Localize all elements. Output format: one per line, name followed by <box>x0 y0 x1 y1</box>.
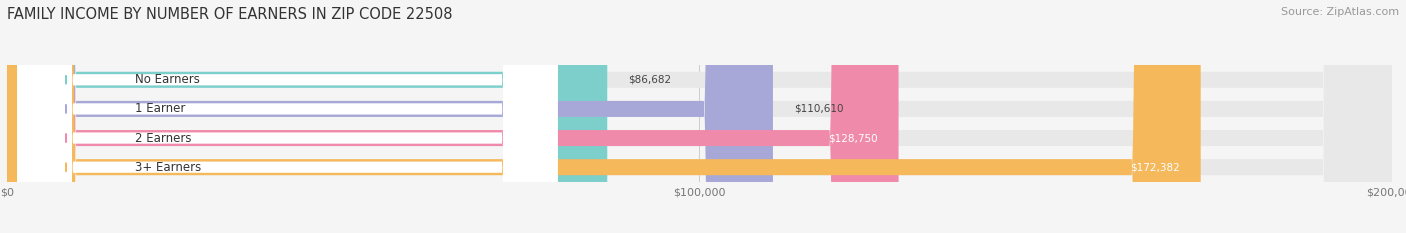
FancyBboxPatch shape <box>17 0 558 233</box>
FancyBboxPatch shape <box>7 0 607 233</box>
FancyBboxPatch shape <box>7 0 773 233</box>
Text: $110,610: $110,610 <box>794 104 844 114</box>
FancyBboxPatch shape <box>17 0 558 233</box>
FancyBboxPatch shape <box>17 0 558 233</box>
Text: FAMILY INCOME BY NUMBER OF EARNERS IN ZIP CODE 22508: FAMILY INCOME BY NUMBER OF EARNERS IN ZI… <box>7 7 453 22</box>
Text: 1 Earner: 1 Earner <box>135 103 186 115</box>
Text: Source: ZipAtlas.com: Source: ZipAtlas.com <box>1281 7 1399 17</box>
FancyBboxPatch shape <box>17 0 558 233</box>
FancyBboxPatch shape <box>7 0 1392 233</box>
Text: 2 Earners: 2 Earners <box>135 132 191 144</box>
Text: 3+ Earners: 3+ Earners <box>135 161 201 174</box>
FancyBboxPatch shape <box>7 0 1392 233</box>
Text: $86,682: $86,682 <box>628 75 671 85</box>
Text: No Earners: No Earners <box>135 73 200 86</box>
Text: $172,382: $172,382 <box>1130 162 1180 172</box>
FancyBboxPatch shape <box>7 0 1392 233</box>
FancyBboxPatch shape <box>7 0 1201 233</box>
Text: $128,750: $128,750 <box>828 133 877 143</box>
FancyBboxPatch shape <box>7 0 1392 233</box>
FancyBboxPatch shape <box>7 0 898 233</box>
